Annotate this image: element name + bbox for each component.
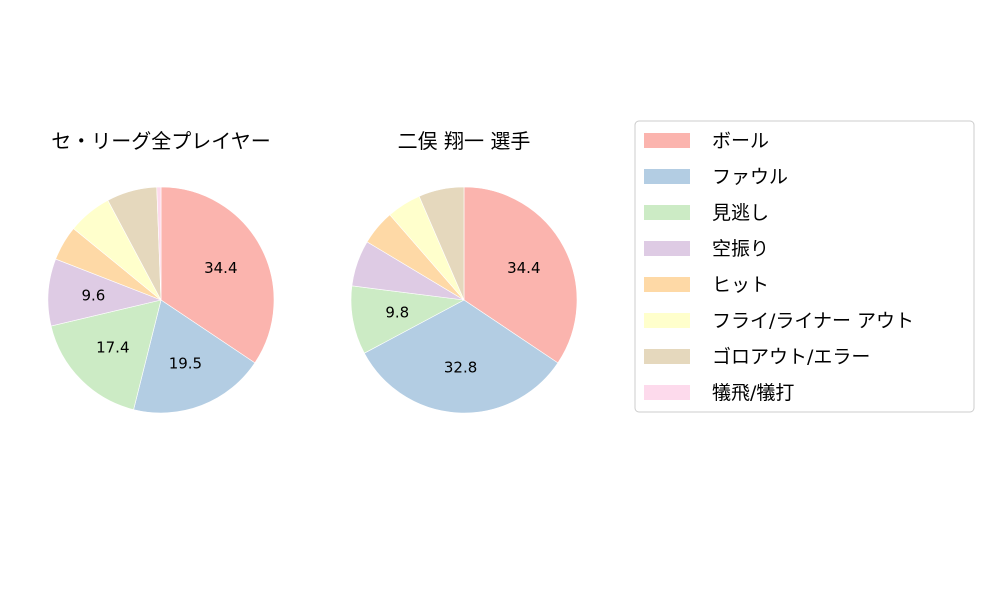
legend-label-4: ヒット [712,274,769,296]
pie-slice-league-7 [156,186,162,301]
pie-slice-league-2 [50,299,162,410]
pie-chart-league: セ・リーグ全プレイヤー 34.4 19.5 17.4 9.6 [47,129,275,414]
legend-label-3: 空振り [712,238,769,260]
pie-slice-player-0 [463,186,578,364]
legend-swatch-5 [644,313,690,328]
pie-slice-league-0 [160,186,275,364]
legend-label-0: ボール [712,130,769,152]
legend-swatch-3 [644,241,690,256]
legend-label-7: 犠飛/犠打 [712,382,794,404]
legend-label-1: ファウル [712,166,788,188]
legend-swatch-1 [644,169,690,184]
pie-slice-player-1 [363,299,559,414]
pie-chart-player: 二俣 翔一 選手 34.4 32.8 9.8 [350,129,578,414]
pie-label-league-0: 34.4 [204,259,237,277]
legend-label-6: ゴロアウト/エラー [712,346,870,368]
pie-label-league-2: 17.4 [96,339,129,357]
pie-title-league: セ・リーグ全プレイヤー [51,129,270,153]
pie-label-player-2: 9.8 [385,303,409,321]
legend-swatch-6 [644,349,690,364]
pie-title-player: 二俣 翔一 選手 [398,129,531,153]
pie-slice-league-1 [133,299,256,414]
legend-swatch-7 [644,385,690,400]
legend-swatch-2 [644,205,690,220]
pie-label-league-1: 19.5 [169,354,202,372]
legend-label-2: 見逃し [712,202,769,224]
legend-swatch-4 [644,277,690,292]
pie-label-player-1: 32.8 [444,359,477,377]
legend-frame [634,120,975,413]
legend-swatch-0 [644,133,690,148]
pie-label-league-3: 9.6 [81,286,105,304]
pie-slice-player-6 [418,186,465,301]
pie-label-player-0: 34.4 [507,259,540,277]
legend-label-5: フライ/ライナー アウト [712,310,914,332]
